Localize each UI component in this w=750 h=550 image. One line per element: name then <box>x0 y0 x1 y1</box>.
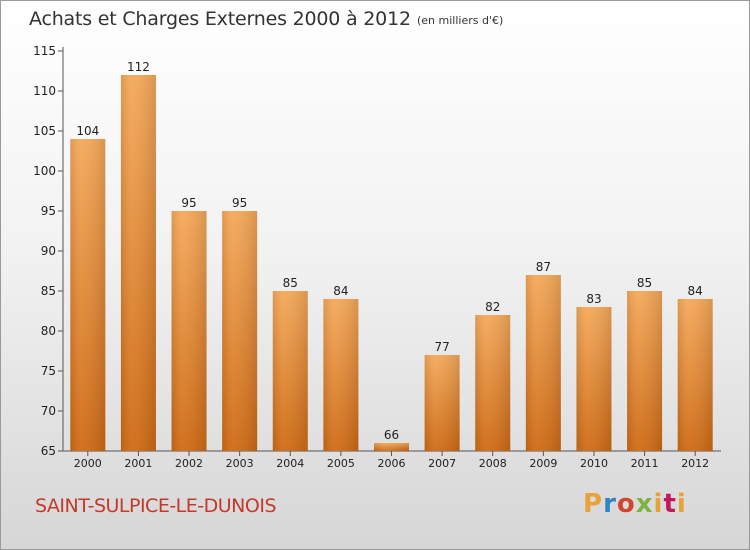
data-label: 104 <box>76 124 99 138</box>
data-label: 82 <box>485 300 500 314</box>
data-label: 84 <box>333 284 348 298</box>
x-tick-label: 2001 <box>124 457 152 470</box>
bar-shade <box>475 315 511 451</box>
data-label: 85 <box>637 276 652 290</box>
commune-name: SAINT-SULPICE-LE-DUNOIS <box>35 495 277 517</box>
bar-shade <box>525 275 561 451</box>
x-tick-label: 2003 <box>226 457 254 470</box>
y-tick-label: 90 <box>41 244 56 258</box>
data-label: 77 <box>434 340 449 354</box>
y-tick-label: 85 <box>41 284 56 298</box>
bar-shade <box>171 211 207 451</box>
x-tick-label: 2007 <box>428 457 456 470</box>
y-tick-label: 95 <box>41 204 56 218</box>
bar-shade <box>627 291 663 451</box>
x-tick-label: 2000 <box>74 457 102 470</box>
bar-shade <box>120 75 156 451</box>
data-label: 112 <box>127 60 150 74</box>
bar-shade <box>677 299 713 451</box>
data-label: 83 <box>586 292 601 306</box>
x-tick-label: 2011 <box>631 457 659 470</box>
y-tick-label: 70 <box>41 404 56 418</box>
chart-title: Achats et Charges Externes 2000 à 2012 <box>29 8 411 30</box>
data-label: 66 <box>384 428 399 442</box>
data-label: 95 <box>181 196 196 210</box>
chart-subtitle: (en milliers d'€) <box>417 14 504 27</box>
x-tick-label: 2010 <box>580 457 608 470</box>
bar-shade <box>272 291 308 451</box>
y-tick-label: 75 <box>41 364 56 378</box>
data-label: 95 <box>232 196 247 210</box>
x-tick-label: 2004 <box>276 457 304 470</box>
bar-shade <box>374 443 409 451</box>
y-tick-label: 65 <box>41 444 56 458</box>
x-tick-label: 2002 <box>175 457 203 470</box>
bar-shade <box>222 211 258 451</box>
y-tick-label: 100 <box>33 164 56 178</box>
x-tick-label: 2012 <box>681 457 709 470</box>
y-tick-label: 110 <box>33 84 56 98</box>
bar-shade <box>323 299 359 451</box>
x-tick-label: 2006 <box>378 457 406 470</box>
y-tick-label: 80 <box>41 324 56 338</box>
bar-shade <box>424 355 460 451</box>
data-label: 85 <box>283 276 298 290</box>
bar-shade <box>576 307 612 451</box>
proxiti-logo: Proxiti <box>583 489 687 519</box>
y-tick-label: 115 <box>33 44 56 58</box>
bar-shade <box>70 139 106 451</box>
x-tick-label: 2009 <box>529 457 557 470</box>
data-label: 87 <box>536 260 551 274</box>
x-tick-label: 2005 <box>327 457 355 470</box>
y-tick-label: 105 <box>33 124 56 138</box>
x-tick-label: 2008 <box>479 457 507 470</box>
data-label: 84 <box>688 284 703 298</box>
